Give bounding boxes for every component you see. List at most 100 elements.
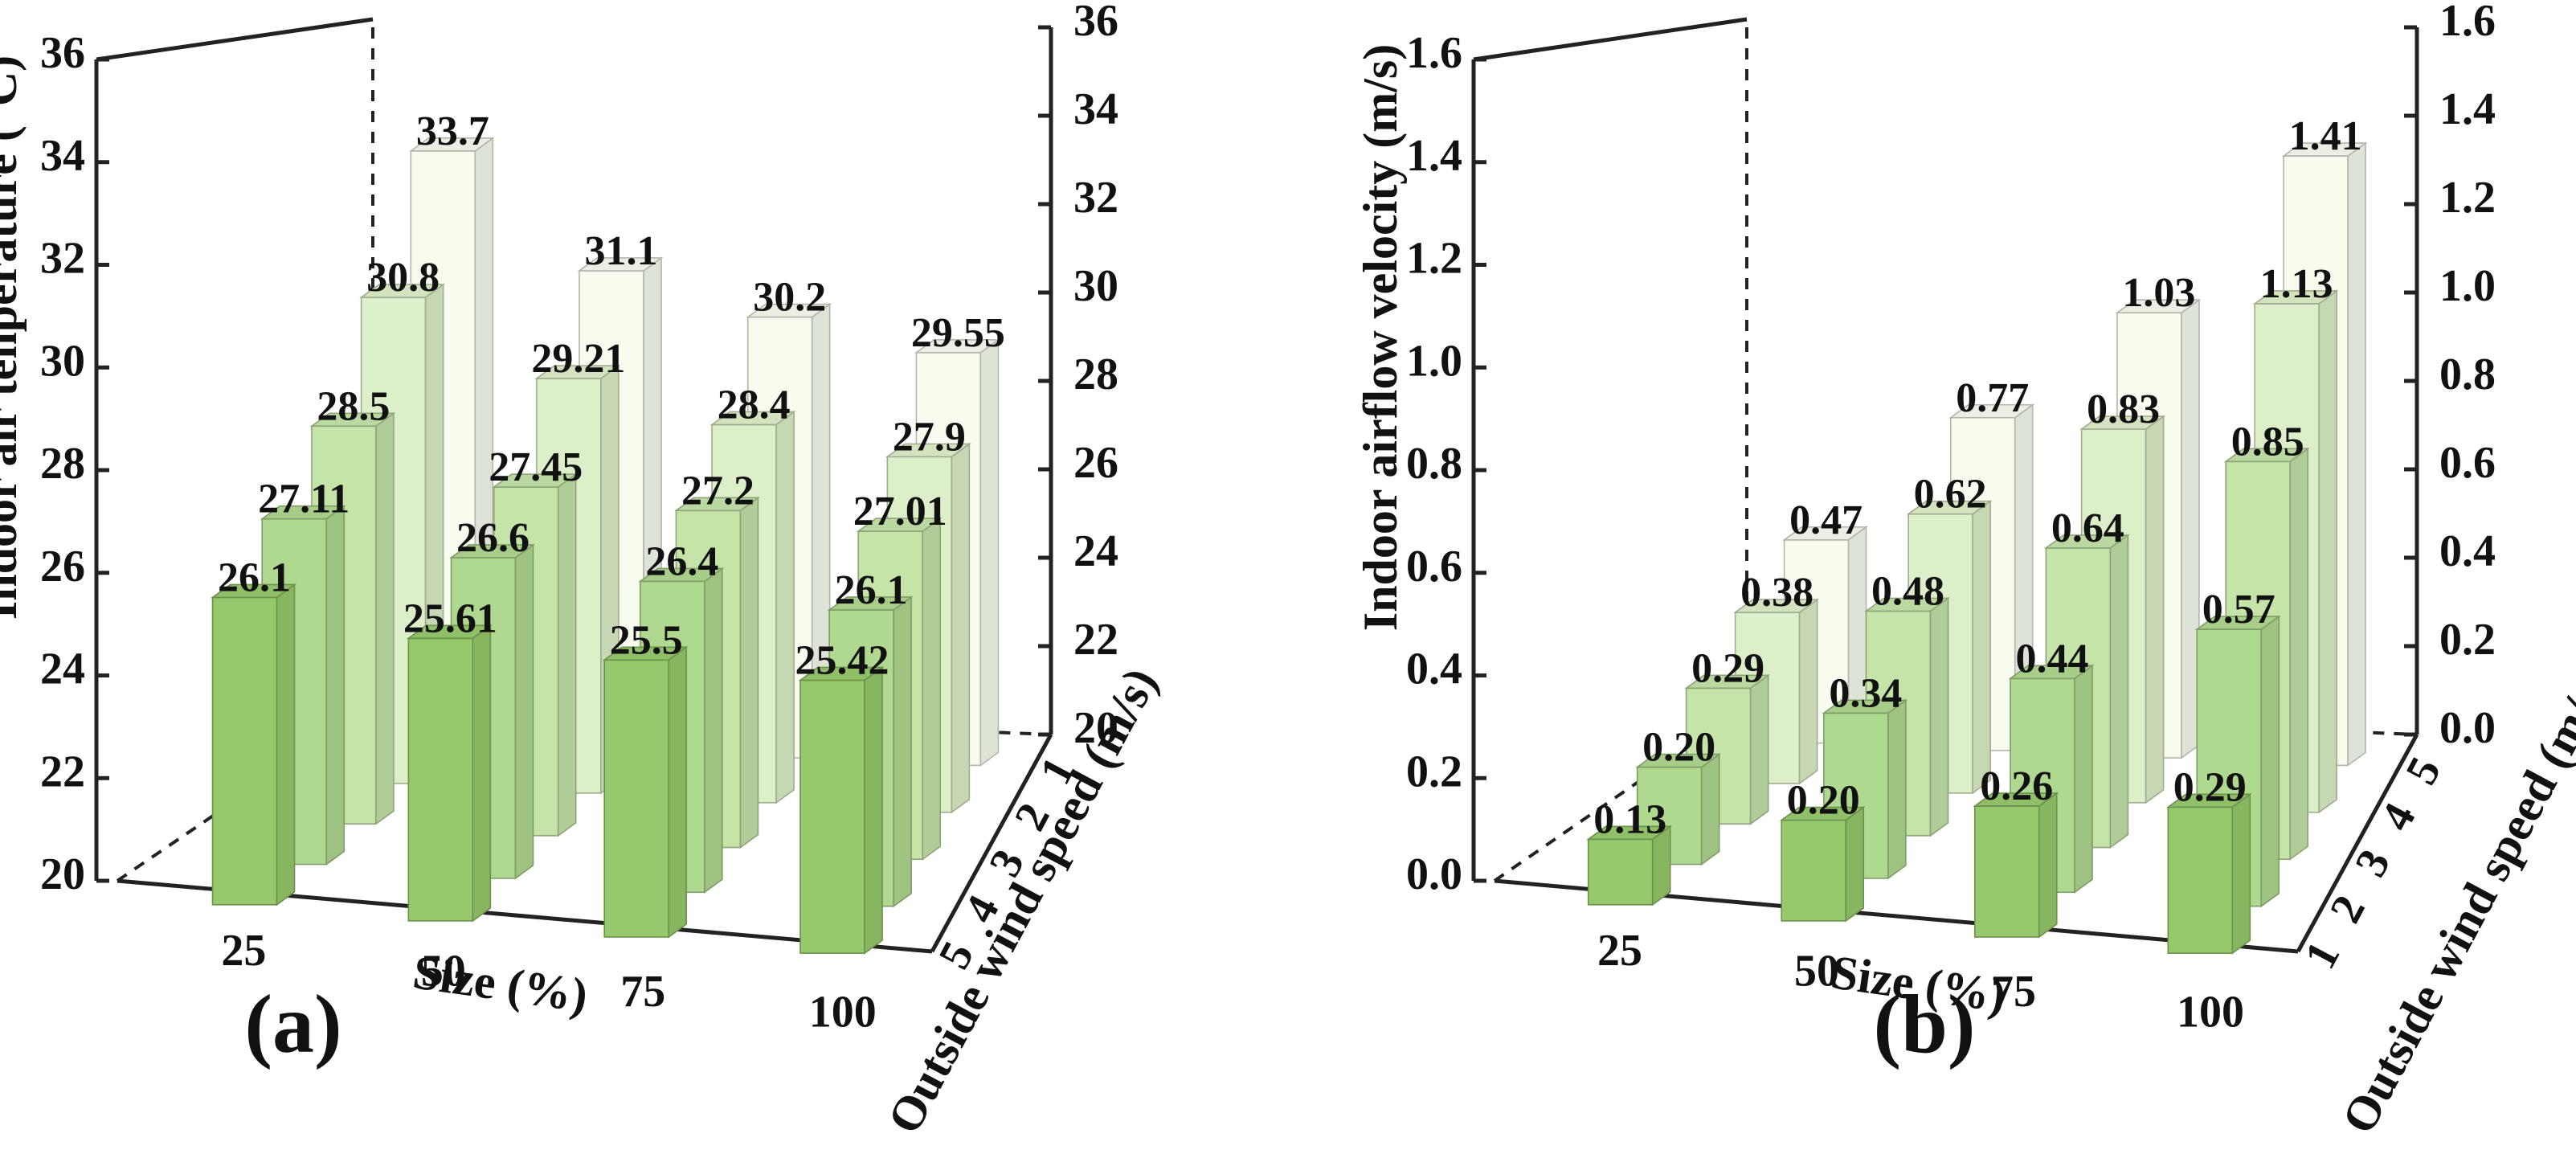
bar-front-face [603, 659, 670, 938]
right-y-tick-label: 28 [1073, 350, 1118, 399]
bar [211, 583, 296, 906]
bar-value-label: 30.8 [366, 255, 440, 301]
x-category-label: 100 [2177, 987, 2244, 1037]
bar-value-label: 29.55 [911, 310, 1005, 356]
x-category-label: 75 [1991, 967, 2036, 1017]
bar-top-face [914, 338, 1000, 354]
bar-top-face [1906, 500, 1993, 515]
right-y-tick-label: 1.4 [2439, 84, 2496, 134]
bar-value-label: 27.9 [893, 414, 966, 460]
bar-top-face [1948, 403, 2035, 419]
bar-side-face [775, 410, 795, 804]
chart-panel-a: 20 22 24 26 28 30 32 34 36 20 22 24 26 28 30 32 34 36 33.7… [0, 0, 1167, 1142]
bar-top-face [406, 624, 493, 640]
right-y-tick-label: 24 [1073, 526, 1118, 576]
left-y-tick-label: 28 [40, 439, 85, 489]
bar-side-face [2260, 615, 2280, 908]
bar-side-face [2289, 447, 2309, 861]
panel-label: (a) [244, 978, 341, 1070]
left-y-tick-label: 20 [40, 849, 85, 899]
right-y-tick-label: 1.6 [2439, 0, 2496, 46]
bar-top-face [1733, 599, 1820, 613]
x-category-label: 75 [620, 967, 665, 1017]
bar-value-label: 0.44 [2016, 636, 2089, 681]
bar-top-face [2165, 793, 2252, 808]
top-left-edge [96, 17, 374, 62]
bar-value-label: 27.45 [489, 444, 583, 490]
bar [2165, 792, 2252, 955]
bar-side-face [739, 496, 759, 849]
right-y-tick-label: 26 [1073, 438, 1118, 488]
bar-top-face [1973, 792, 2059, 807]
bar-side-face [922, 517, 942, 861]
left-y-tick-label: 32 [40, 234, 85, 284]
left-y-tick-label: 0.4 [1406, 645, 1462, 694]
bar-top-face [2008, 665, 2095, 680]
bar-side-face [893, 595, 912, 908]
bar-value-label: 0.20 [1787, 778, 1860, 824]
bar-value-label: 26.1 [835, 567, 908, 613]
bar-front-face [2167, 806, 2234, 954]
top-left-edge [1473, 17, 1748, 62]
x-category-label: 25 [221, 926, 266, 976]
left-y-tick-label: 30 [40, 336, 85, 386]
left-y-tick-label: 34 [40, 131, 85, 181]
bar-value-label: 0.77 [1956, 375, 2029, 421]
bar-value-label: 27.01 [853, 489, 947, 534]
bar-value-label: 26.1 [218, 555, 291, 600]
left-y-tick-label: 24 [40, 645, 85, 694]
right-y-tick-label: 22 [1073, 615, 1118, 665]
left-y-tick-label: 0.0 [1406, 849, 1462, 899]
bar-top-face [1779, 806, 1866, 821]
chart-panel-b: 0.0 0.2 0.4 0.6 0.8 1.0 1.2 1.4 1.6 0.0 0.2 0.4 0.6 0… [1354, 0, 2576, 1142]
bar-top-face [1635, 753, 1722, 768]
right-y-tick-label: 34 [1073, 84, 1118, 134]
bar-front-face [407, 637, 474, 922]
bar [798, 665, 885, 955]
bar-value-label: 0.47 [1789, 497, 1862, 543]
bar-value-label: 0.62 [1914, 472, 1987, 518]
bar-value-label: 1.03 [2122, 270, 2195, 316]
bar-top-face [309, 412, 396, 428]
bar-value-label: 27.11 [258, 477, 350, 522]
bar-top-face [2281, 142, 2368, 157]
bar-value-label: 27.2 [681, 468, 754, 514]
bar-top-face [2223, 448, 2310, 463]
bar-top-face [1864, 597, 1950, 612]
y-axis-title: Indoor airflow velocity (m/s) [1354, 44, 1407, 631]
bar-side-face [514, 543, 534, 880]
bar-top-face [798, 666, 885, 681]
bar-top-face [1782, 526, 1869, 541]
bar-front-face [1587, 838, 1654, 906]
bar-value-label: 0.29 [2173, 764, 2247, 810]
bar-front-face [211, 596, 278, 906]
x-category-label: 50 [1794, 946, 1839, 996]
right-y-tick-label: 0.8 [2439, 350, 2496, 399]
bar-top-face [449, 544, 535, 559]
right-y-tick-label: 0.4 [2439, 526, 2496, 576]
bar-value-label: 0.57 [2202, 587, 2275, 632]
left-y-tick-label: 0.2 [1406, 747, 1462, 796]
bar-side-face [1749, 673, 1769, 825]
left-y-tick-label: 1.2 [1406, 234, 1462, 284]
depth-tick-label: 3 [2345, 841, 2400, 885]
left-y-tick-label: 22 [40, 747, 85, 796]
bar-top-face [885, 443, 971, 458]
bar-side-face [704, 567, 723, 894]
bar-value-label: 28.4 [718, 382, 791, 428]
bar-value-label: 0.26 [1980, 763, 2053, 809]
bar-value-label: 0.64 [2051, 505, 2124, 551]
bar-side-face [2109, 534, 2129, 849]
bar-side-face [2074, 664, 2093, 894]
bar-top-face [2079, 415, 2166, 430]
bar-side-face [2231, 792, 2251, 955]
bar-side-face [1887, 698, 1907, 880]
bar-value-label: 0.20 [1642, 725, 1715, 771]
bar-side-face [979, 338, 1000, 767]
bar-top-face [1684, 674, 1771, 690]
bar-side-face [1798, 598, 1818, 785]
bar [1779, 805, 1866, 923]
bar-side-face [1929, 596, 1949, 837]
bar [1586, 825, 1673, 906]
bar-value-label: 26.6 [456, 515, 530, 561]
